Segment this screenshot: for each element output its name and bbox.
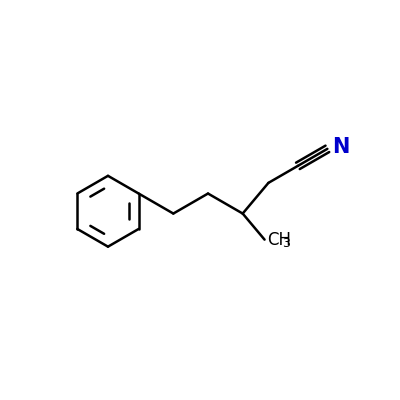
- Text: 3: 3: [282, 237, 290, 250]
- Text: CH: CH: [267, 231, 291, 249]
- Text: N: N: [332, 137, 350, 157]
